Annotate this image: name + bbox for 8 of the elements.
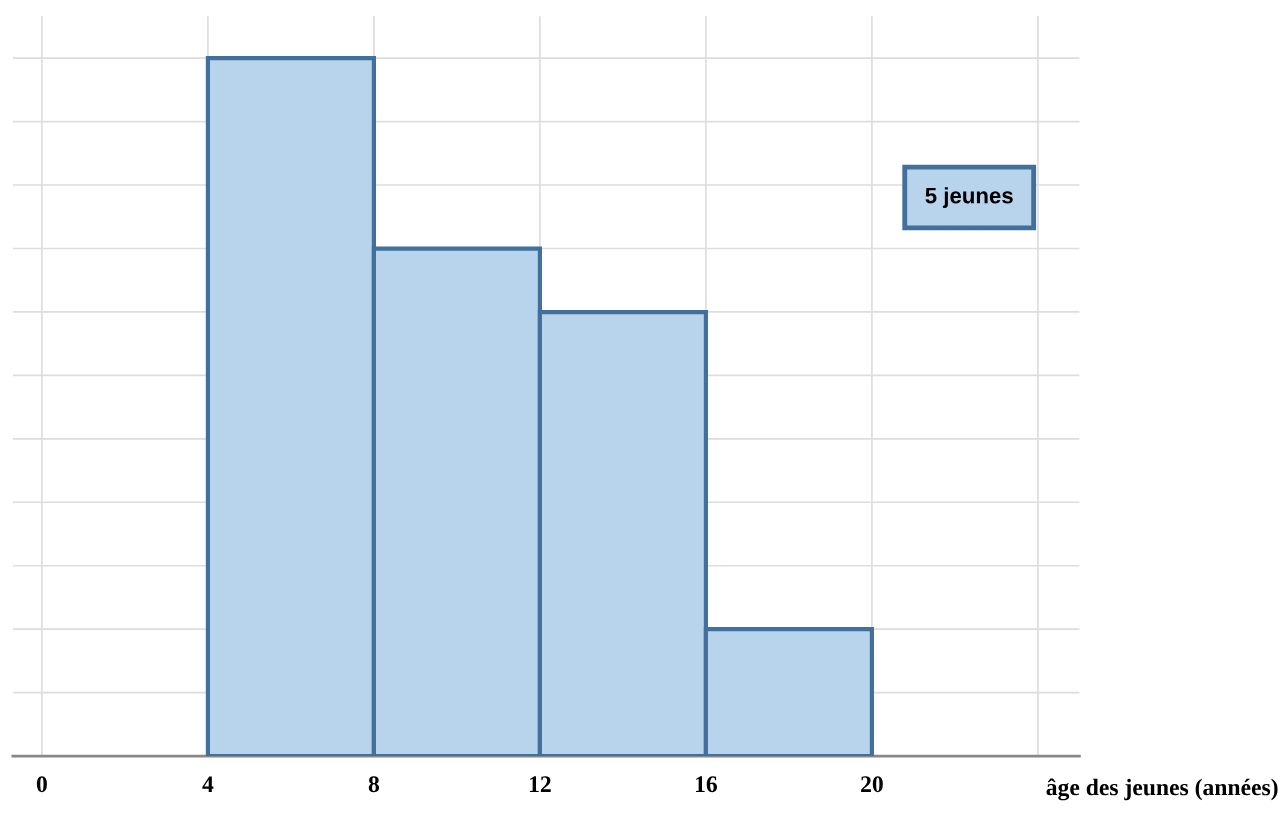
- x-tick-label: 0: [36, 776, 47, 793]
- x-tick-label: 16: [695, 776, 718, 793]
- x-tick-label: 8: [368, 776, 380, 793]
- x-tick-label: 4: [202, 776, 214, 792]
- x-axis-title: âge des jeunes (années): [1046, 778, 1278, 801]
- x-tick-label: 12: [529, 776, 551, 792]
- annotation: 5 jeunes: [925, 187, 1013, 208]
- x-tick-label: 20: [861, 776, 883, 793]
